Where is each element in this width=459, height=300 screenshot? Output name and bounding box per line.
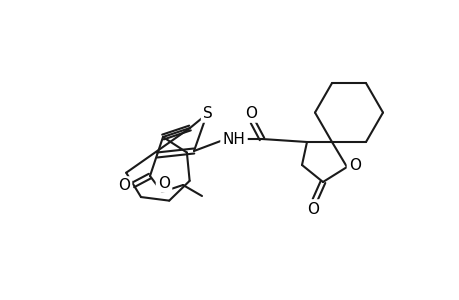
Text: O: O bbox=[348, 158, 360, 172]
Text: S: S bbox=[203, 106, 213, 121]
Text: O: O bbox=[245, 106, 257, 121]
Text: NH: NH bbox=[222, 131, 245, 146]
Text: O: O bbox=[118, 178, 130, 194]
Text: O: O bbox=[157, 176, 170, 190]
Text: O: O bbox=[306, 202, 318, 217]
